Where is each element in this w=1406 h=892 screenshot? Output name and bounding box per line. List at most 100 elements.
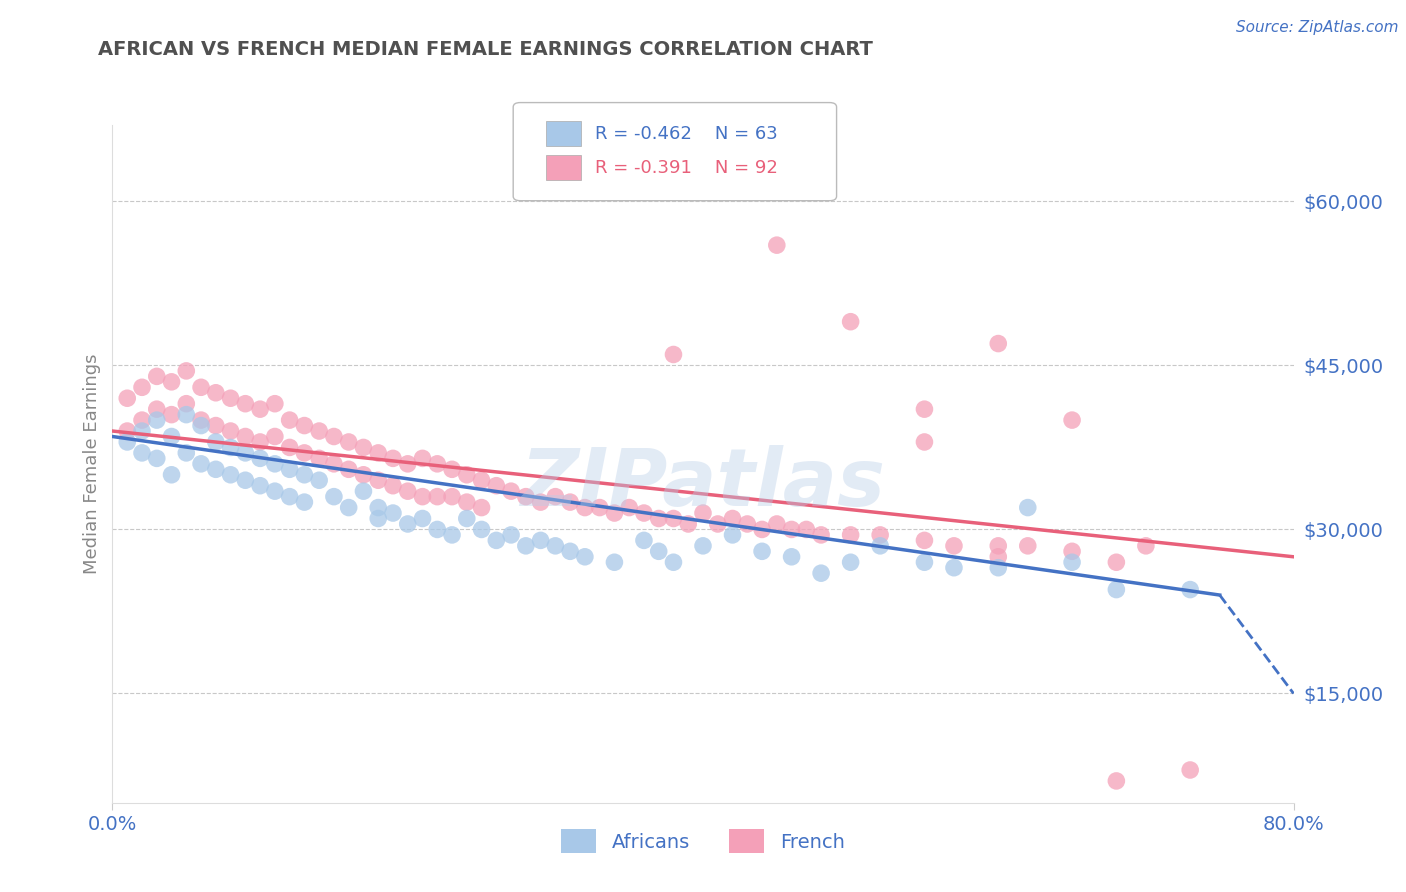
Point bbox=[278, 441, 301, 455]
Point bbox=[647, 544, 671, 558]
Point bbox=[501, 528, 523, 542]
Point bbox=[337, 500, 360, 515]
Point bbox=[839, 315, 862, 329]
Point bbox=[264, 484, 287, 499]
Point bbox=[292, 446, 315, 460]
Point bbox=[412, 511, 434, 525]
Point bbox=[678, 516, 700, 531]
Point bbox=[987, 539, 1010, 553]
Point bbox=[914, 533, 936, 548]
Point bbox=[987, 560, 1010, 574]
Y-axis label: Median Female Earnings: Median Female Earnings bbox=[83, 353, 101, 574]
Point bbox=[219, 391, 242, 405]
Text: Source: ZipAtlas.com: Source: ZipAtlas.com bbox=[1236, 20, 1399, 35]
Point bbox=[249, 434, 271, 449]
Point bbox=[233, 446, 256, 460]
Point bbox=[264, 457, 287, 471]
Point bbox=[501, 484, 523, 499]
Point bbox=[1180, 582, 1202, 597]
Point bbox=[174, 408, 197, 422]
Point bbox=[308, 451, 330, 466]
Point bbox=[382, 451, 405, 466]
Point bbox=[160, 429, 183, 443]
Point bbox=[233, 473, 256, 487]
Point bbox=[780, 523, 803, 537]
Point bbox=[205, 434, 228, 449]
Point bbox=[619, 500, 641, 515]
Point bbox=[737, 516, 759, 531]
Point bbox=[485, 479, 508, 493]
Point bbox=[441, 490, 464, 504]
Point bbox=[337, 434, 360, 449]
Point bbox=[190, 457, 212, 471]
Point bbox=[529, 533, 551, 548]
Point bbox=[456, 495, 478, 509]
Point bbox=[367, 511, 389, 525]
Point bbox=[264, 429, 287, 443]
Point bbox=[308, 473, 330, 487]
Point bbox=[1105, 773, 1128, 788]
Point bbox=[1062, 413, 1084, 427]
Point bbox=[662, 347, 685, 361]
Point bbox=[987, 549, 1010, 564]
Point bbox=[869, 539, 891, 553]
Point bbox=[914, 555, 936, 569]
Point bbox=[1062, 555, 1084, 569]
Point bbox=[174, 364, 197, 378]
Point bbox=[1062, 544, 1084, 558]
Point bbox=[292, 495, 315, 509]
Point bbox=[412, 490, 434, 504]
Point bbox=[146, 413, 169, 427]
Point bbox=[396, 516, 419, 531]
Point bbox=[174, 446, 197, 460]
Point bbox=[146, 451, 169, 466]
Point bbox=[987, 336, 1010, 351]
Point bbox=[278, 462, 301, 476]
Point bbox=[382, 479, 405, 493]
Point bbox=[323, 429, 346, 443]
Point bbox=[470, 500, 494, 515]
Point bbox=[308, 424, 330, 438]
Point bbox=[117, 434, 138, 449]
Point bbox=[780, 549, 803, 564]
Point bbox=[352, 467, 374, 482]
Text: R = -0.391    N = 92: R = -0.391 N = 92 bbox=[595, 159, 778, 177]
Point bbox=[441, 462, 464, 476]
Point bbox=[574, 549, 596, 564]
Point bbox=[692, 539, 714, 553]
Point bbox=[1105, 555, 1128, 569]
Point bbox=[160, 408, 183, 422]
Point bbox=[485, 533, 508, 548]
Point bbox=[219, 441, 242, 455]
Point bbox=[839, 555, 862, 569]
Point bbox=[278, 490, 301, 504]
Point bbox=[382, 506, 405, 520]
Point bbox=[707, 516, 730, 531]
Point bbox=[352, 484, 374, 499]
Point bbox=[205, 385, 228, 400]
Point bbox=[233, 397, 256, 411]
Point bbox=[942, 560, 965, 574]
Point bbox=[470, 473, 494, 487]
Point bbox=[160, 467, 183, 482]
Point bbox=[1017, 539, 1039, 553]
Point bbox=[146, 369, 169, 384]
Point bbox=[544, 490, 567, 504]
Point bbox=[796, 523, 818, 537]
Point bbox=[337, 462, 360, 476]
Text: ZIPatlas: ZIPatlas bbox=[520, 445, 886, 524]
Point bbox=[810, 566, 832, 581]
Point bbox=[560, 544, 582, 558]
Point bbox=[146, 402, 169, 417]
Point bbox=[249, 451, 271, 466]
Point bbox=[426, 457, 449, 471]
Point bbox=[441, 528, 464, 542]
Point bbox=[367, 500, 389, 515]
Point bbox=[839, 528, 862, 542]
Point bbox=[1105, 582, 1128, 597]
Point bbox=[603, 555, 626, 569]
Point bbox=[205, 462, 228, 476]
Point bbox=[190, 413, 212, 427]
Point bbox=[751, 544, 773, 558]
Point bbox=[117, 424, 138, 438]
